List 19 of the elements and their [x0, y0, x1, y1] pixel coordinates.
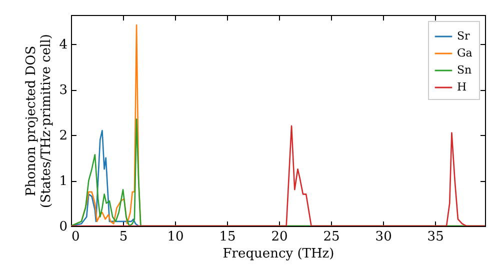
x-axis-title: Frequency (THz) — [222, 246, 334, 262]
legend-label: Sn — [457, 64, 472, 76]
y-tick-label: 3 — [59, 83, 68, 98]
x-tick-label: 0 — [72, 230, 80, 244]
x-tick-label: 30 — [375, 230, 392, 244]
y-axis-title: Phonon projected DOS (States/THz·primitive cell) — [24, 34, 54, 208]
x-tick-label: 20 — [271, 230, 288, 244]
x-tick-label: 25 — [323, 230, 340, 244]
legend-label: H — [457, 80, 467, 94]
x-tick-label: 5 — [119, 230, 128, 244]
legend-label: Ga — [457, 46, 473, 60]
y-tick-label: 0 — [59, 220, 68, 234]
x-tick-label: 35 — [427, 230, 444, 244]
legend-label: Sr — [457, 30, 471, 42]
x-tick-label: 15 — [219, 230, 236, 244]
y-tick-label: 1 — [59, 174, 68, 190]
y-tick-label: 2 — [59, 128, 68, 144]
x-tick-label: 10 — [167, 230, 184, 244]
y-tick-label: 4 — [59, 38, 68, 53]
